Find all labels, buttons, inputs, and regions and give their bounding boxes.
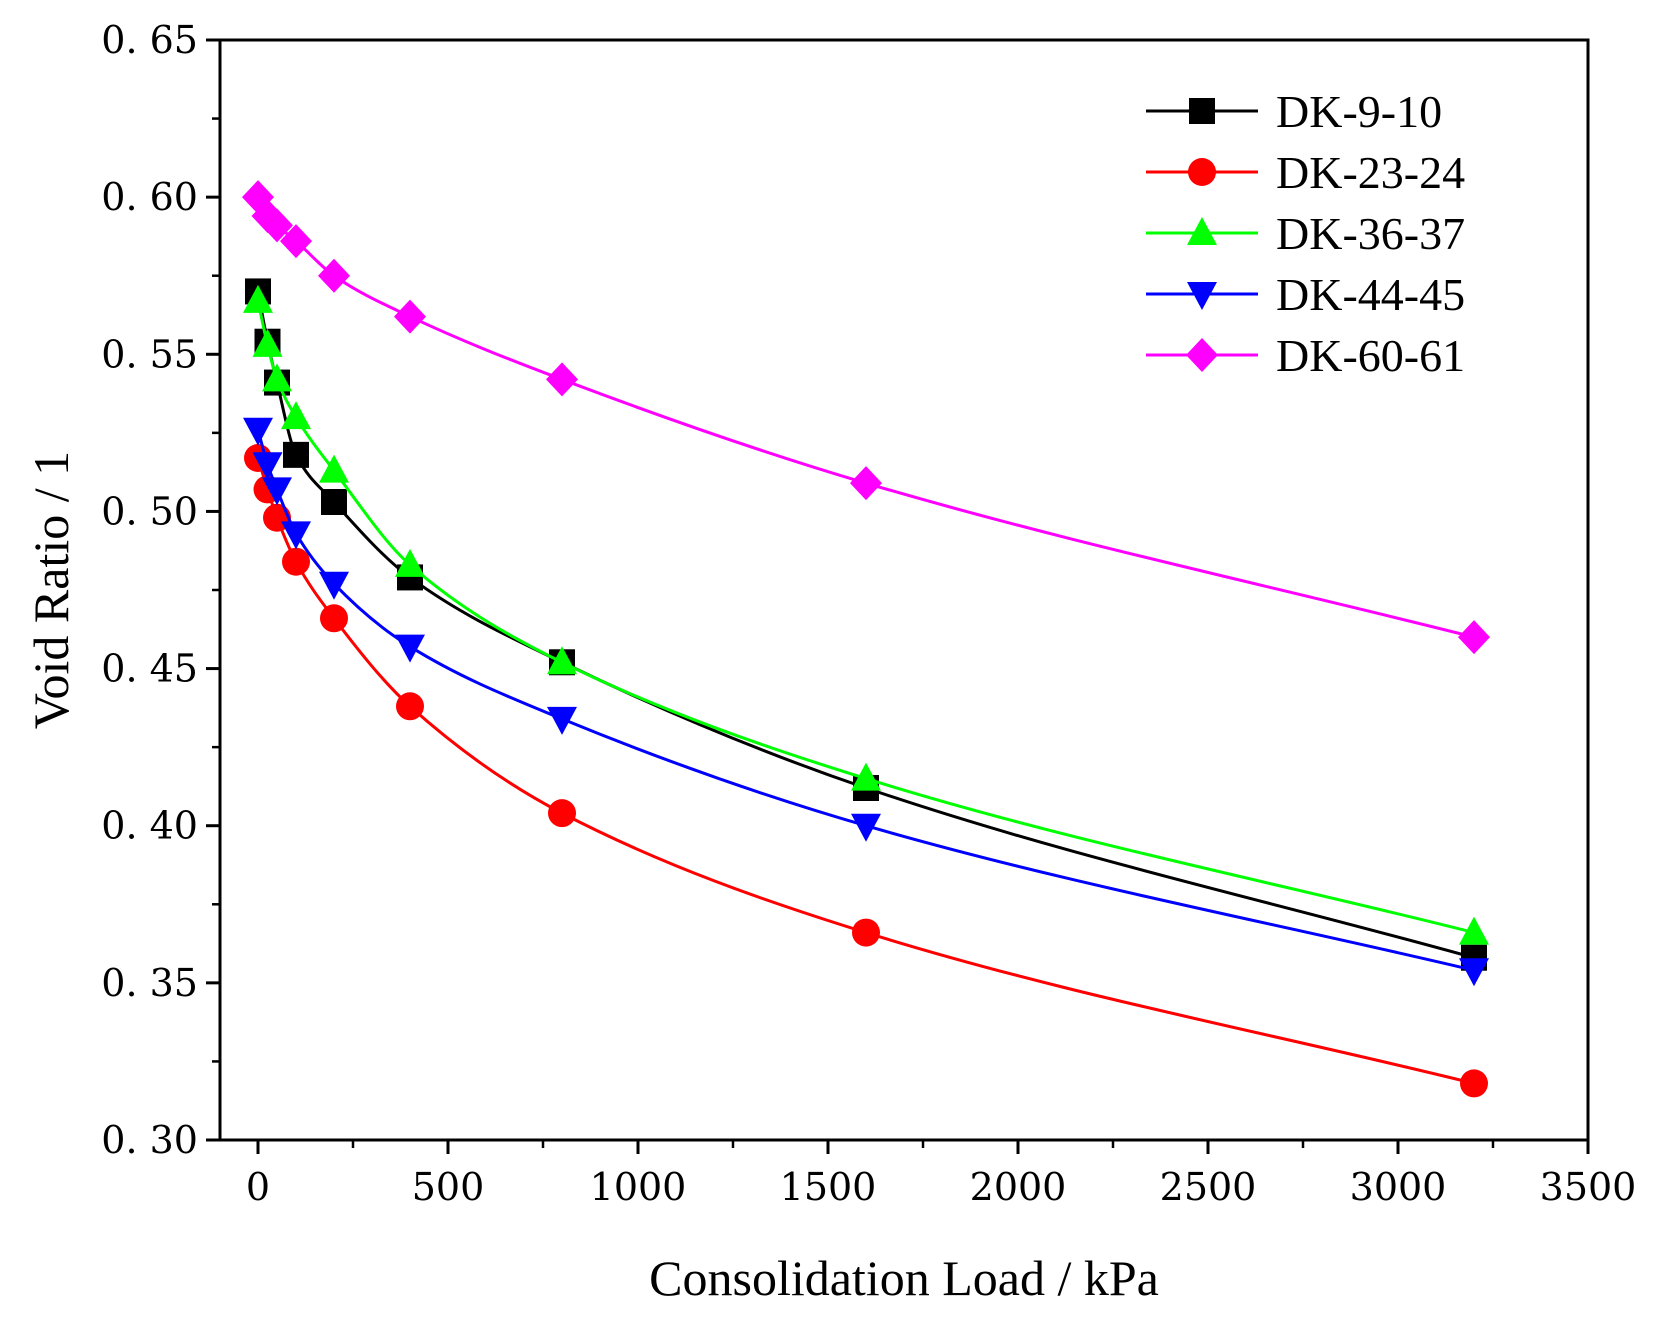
data-point-dk-44-45	[1459, 958, 1489, 987]
data-point-dk-44-45	[281, 521, 311, 550]
x-tick-label: 3500	[1540, 1165, 1637, 1209]
x-tick-label: 1500	[780, 1165, 877, 1209]
data-point-dk-60-61	[261, 208, 293, 243]
y-tick-label: 0. 40	[101, 804, 198, 848]
y-tick-label: 0. 35	[101, 961, 198, 1005]
data-point-dk-23-24	[396, 692, 424, 721]
data-point-dk-36-37	[851, 762, 881, 791]
x-tick-label: 2500	[1160, 1165, 1257, 1209]
data-point-dk-60-61	[850, 466, 882, 501]
y-tick-label: 0. 55	[101, 332, 198, 376]
data-point-dk-23-24	[282, 547, 310, 576]
legend-item-dk-60-61: DK-60-61	[1146, 330, 1465, 381]
x-axis-title: Consolidation Load / kPa	[649, 1250, 1159, 1306]
legend-label-dk-44-45: DK-44-45	[1276, 269, 1465, 320]
data-point-dk-44-45	[851, 813, 881, 842]
legend-item-dk-23-24: DK-23-24	[1146, 147, 1465, 198]
data-point-dk-36-37	[281, 401, 311, 430]
legend: DK-9-10 DK-23-24 DK-36-37 DK-44-45 DK-60-61	[1146, 86, 1465, 381]
data-point-dk-60-61	[1458, 620, 1490, 655]
data-point-dk-44-45	[252, 452, 283, 481]
legend-label-dk-23-24: DK-23-24	[1276, 147, 1465, 198]
data-point-dk-23-24	[548, 799, 576, 828]
data-point-dk-36-37	[319, 454, 349, 483]
legend-marker-dk-36-37	[1187, 217, 1217, 245]
data-point-dk-36-37	[262, 363, 292, 392]
y-tick-label: 0. 30	[101, 1118, 198, 1162]
legend-marker-dk-60-61	[1186, 338, 1218, 372]
series-dk-36-37	[243, 284, 1489, 945]
series-dk-60-61	[242, 180, 1490, 655]
series-group	[242, 180, 1490, 1098]
data-point-dk-60-61	[546, 362, 578, 397]
legend-item-dk-9-10: DK-9-10	[1146, 86, 1442, 137]
ticks: 0 500 1000 1500 2000 2500 3000 3500 0. 30 0. 35 0.…	[101, 18, 1636, 1209]
data-point-dk-60-61	[394, 299, 426, 334]
data-point-dk-44-45	[243, 417, 273, 446]
data-point-dk-36-37	[395, 548, 425, 577]
data-point-dk-60-61	[280, 224, 312, 259]
data-point-dk-23-24	[1460, 1069, 1488, 1098]
series-dk-44-45	[243, 417, 1489, 987]
x-tick-label: 0	[246, 1165, 270, 1209]
y-tick-label: 0. 50	[101, 489, 198, 533]
x-tick-label: 500	[412, 1165, 485, 1209]
data-point-dk-36-37	[547, 646, 577, 675]
data-point-dk-36-37	[243, 284, 273, 313]
y-tick-label: 0. 60	[101, 175, 198, 219]
legend-marker-dk-44-45	[1187, 282, 1217, 310]
legend-item-dk-36-37: DK-36-37	[1146, 208, 1465, 259]
x-tick-label: 1000	[590, 1165, 687, 1209]
data-point-dk-44-45	[547, 706, 577, 735]
legend-marker-dk-9-10	[1189, 98, 1215, 124]
series-dk-23-24	[244, 444, 1488, 1098]
y-tick-label: 0. 65	[101, 18, 198, 62]
x-tick-label: 3000	[1350, 1165, 1447, 1209]
legend-marker-dk-23-24	[1188, 158, 1216, 186]
data-point-dk-44-45	[262, 477, 292, 506]
data-point-dk-36-37	[252, 328, 283, 357]
data-point-dk-60-61	[318, 258, 350, 293]
legend-item-dk-44-45: DK-44-45	[1146, 269, 1465, 320]
data-point-dk-23-24	[320, 604, 348, 633]
x-tick-label: 2000	[970, 1165, 1067, 1209]
legend-label-dk-9-10: DK-9-10	[1276, 86, 1442, 137]
series-dk-9-10	[245, 278, 1487, 971]
legend-label-dk-60-61: DK-60-61	[1276, 330, 1465, 381]
series-line-dk-60-61	[256, 196, 1475, 639]
data-point-dk-9-10	[321, 489, 347, 515]
data-point-dk-44-45	[395, 634, 425, 663]
data-point-dk-44-45	[319, 571, 349, 600]
y-axis-title: Void Ratio / 1	[23, 451, 79, 729]
data-point-dk-9-10	[283, 441, 309, 468]
y-tick-label: 0. 45	[101, 647, 198, 691]
series-line-dk-9-10	[256, 291, 1475, 960]
data-point-dk-23-24	[852, 918, 880, 947]
data-point-dk-36-37	[1459, 916, 1489, 945]
legend-label-dk-36-37: DK-36-37	[1276, 208, 1465, 259]
